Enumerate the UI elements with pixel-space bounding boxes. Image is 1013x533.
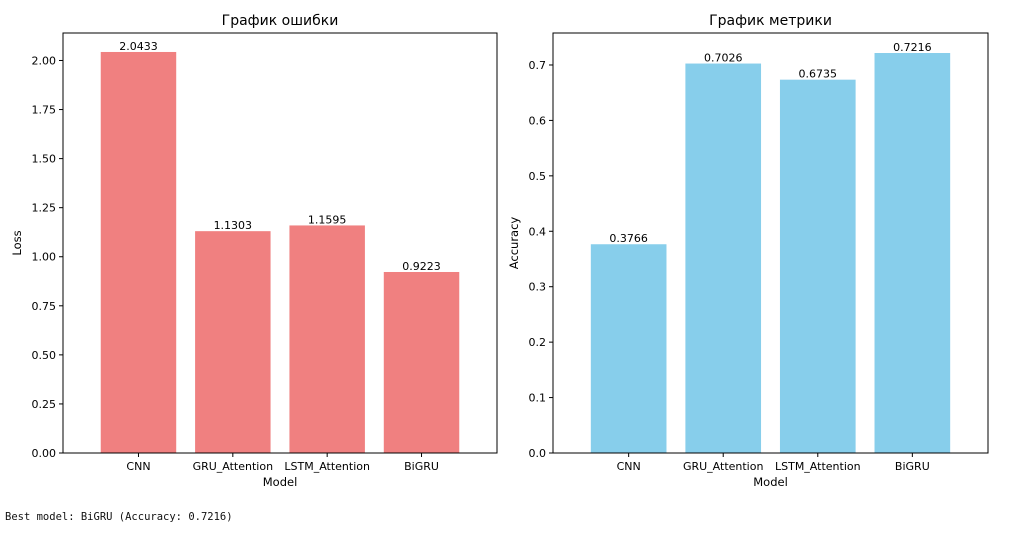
plot-frame [62, 32, 498, 454]
x-tick-label-4: BiGRU [404, 460, 439, 473]
data-label-2: 0.7026 [704, 52, 743, 65]
y-tick-label-4: 0.3 [529, 281, 547, 294]
chart-title: График ошибки [222, 13, 339, 29]
y-tick-label-4: 0.75 [32, 300, 57, 313]
y-tick-label-8: 0.7 [529, 59, 547, 72]
bar-3 [779, 79, 856, 454]
data-label-3: 1.1595 [308, 213, 347, 226]
charts-figure: 2.0433 CNN 1.1303 GRU_Attention 1.1595 LSTM_A… [10, 13, 989, 489]
chart-panel-1: 2.0433 CNN 1.1303 GRU_Attention 1.1595 LSTM_A… [10, 13, 498, 489]
y-tick-label-2: 0.25 [32, 398, 57, 411]
bar-1 [590, 244, 667, 453]
y-tick-label-1: 0.0 [529, 447, 547, 460]
x-tick-label-4: BiGRU [895, 460, 930, 473]
x-tick-label-3: LSTM_Attention [775, 460, 861, 473]
bar-4 [383, 271, 460, 453]
y-axis-label: Accuracy [507, 217, 521, 270]
chart-title: График метрики [709, 13, 832, 29]
chart-panel-2: 0.3766 CNN 0.7026 GRU_Attention 0.6735 LSTM_A… [507, 13, 989, 489]
best-model-output: Best model: BiGRU (Accuracy: 0.7216) [5, 511, 233, 523]
data-label-1: 0.3766 [609, 232, 648, 245]
bar-2 [685, 63, 762, 454]
y-tick-label-7: 1.50 [32, 153, 57, 166]
y-tick-label-7: 0.6 [529, 114, 547, 127]
bar-3 [289, 225, 365, 453]
x-tick-label-2: GRU_Attention [683, 460, 764, 473]
bar-2 [195, 231, 271, 453]
data-label-4: 0.9223 [402, 260, 441, 273]
y-tick-label-6: 1.25 [32, 202, 57, 215]
data-label-4: 0.7216 [893, 41, 932, 54]
y-axis-label: Loss [10, 230, 24, 255]
x-axis-label: Model [753, 475, 788, 489]
y-tick-label-2: 0.1 [529, 392, 547, 405]
x-tick-label-2: GRU_Attention [193, 460, 274, 473]
y-tick-label-5: 0.4 [529, 225, 547, 238]
y-tick-label-6: 0.5 [529, 170, 547, 183]
y-tick-label-3: 0.50 [32, 349, 57, 362]
x-tick-label-1: CNN [126, 460, 150, 473]
x-tick-label-3: LSTM_Attention [284, 460, 370, 473]
data-label-3: 0.6735 [799, 68, 838, 81]
data-label-1: 2.0433 [119, 40, 158, 53]
data-label-2: 1.1303 [214, 219, 253, 232]
x-axis-label: Model [263, 475, 298, 489]
bar-4 [874, 53, 951, 453]
y-tick-label-8: 1.75 [32, 104, 57, 117]
plot-frame [552, 32, 989, 454]
y-tick-label-1: 0.00 [32, 447, 57, 460]
y-tick-label-3: 0.2 [529, 336, 547, 349]
y-tick-label-5: 1.00 [32, 251, 57, 264]
x-tick-label-1: CNN [617, 460, 641, 473]
bar-1 [100, 51, 177, 453]
y-tick-label-9: 2.00 [32, 54, 57, 67]
